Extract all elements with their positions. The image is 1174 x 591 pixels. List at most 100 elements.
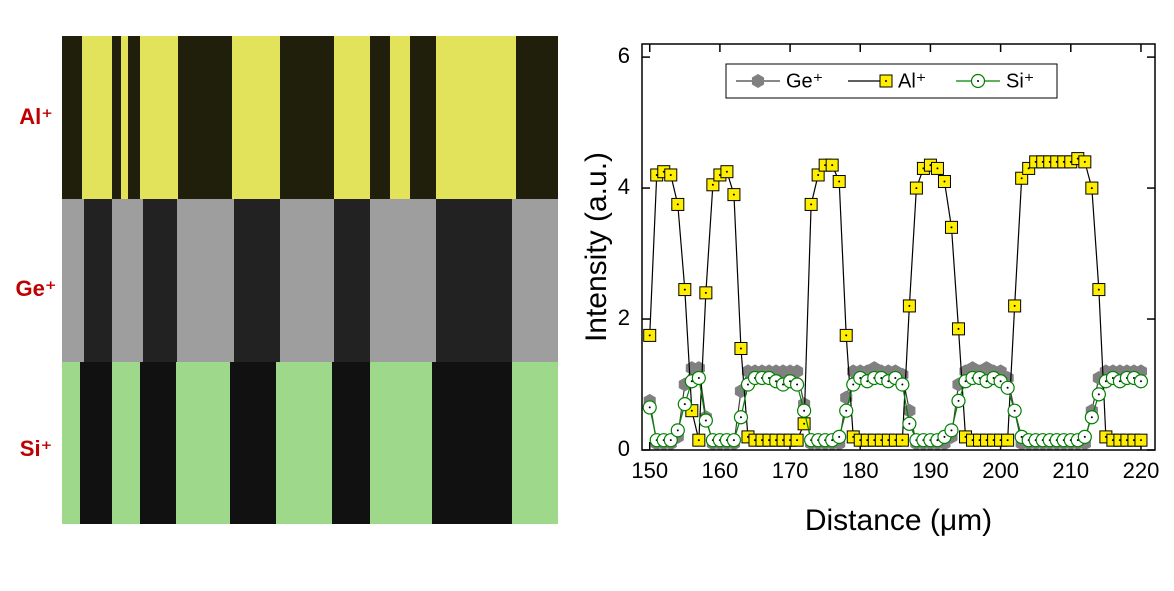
- marker-dot: [746, 435, 749, 438]
- series-line: [649, 377, 1142, 441]
- marker-dot: [1013, 304, 1016, 307]
- x-tick-label: 220: [1123, 458, 1160, 483]
- marker-dot: [739, 416, 742, 419]
- marker-dot: [1034, 160, 1037, 163]
- marker-dot: [1083, 435, 1086, 438]
- plot-frame: [641, 43, 1156, 451]
- legend-label: Si⁺: [1006, 70, 1034, 92]
- marker-dot: [1111, 439, 1114, 442]
- marker-dot: [1027, 167, 1030, 170]
- marker-dot: [887, 439, 890, 442]
- y-axis-title: Intensity (a.u.): [580, 152, 613, 342]
- marker-dot: [950, 226, 953, 229]
- marker-dot: [796, 383, 799, 386]
- marker-dot: [845, 409, 848, 412]
- marker: [751, 74, 765, 88]
- marker: [903, 403, 916, 418]
- marker-dot: [999, 380, 1002, 383]
- marker-dot: [746, 383, 749, 386]
- marker-dot: [885, 80, 887, 82]
- marker-dot: [1090, 187, 1093, 190]
- series: [643, 152, 1148, 447]
- marker-dot: [1118, 439, 1121, 442]
- marker-dot: [1097, 288, 1100, 291]
- marker-dot: [901, 383, 904, 386]
- marker-dot: [718, 173, 721, 176]
- marker-dot: [1062, 160, 1065, 163]
- x-tick-label: 170: [772, 458, 809, 483]
- marker-dot: [880, 439, 883, 442]
- marker-dot: [838, 435, 841, 438]
- x-tick-label: 150: [631, 458, 668, 483]
- marker-dot: [697, 439, 700, 442]
- marker-dot: [929, 164, 932, 167]
- marker-dot: [775, 439, 778, 442]
- marker-dot: [1020, 177, 1023, 180]
- legend-label: Ge⁺: [786, 70, 823, 92]
- marker-dot: [789, 439, 792, 442]
- marker-dot: [831, 164, 834, 167]
- marker-dot: [824, 164, 827, 167]
- ge-stripes: [84, 199, 512, 362]
- marker-dot: [704, 291, 707, 294]
- marker-dot: [768, 439, 771, 442]
- marker-dot: [971, 439, 974, 442]
- marker-dot: [1069, 160, 1072, 163]
- y-tick-label: 6: [618, 43, 630, 68]
- marker: [791, 364, 804, 379]
- y-tick-label: 2: [618, 305, 630, 330]
- y-tick-label: 0: [618, 436, 630, 461]
- marker-dot: [782, 439, 785, 442]
- marker-dot: [1076, 157, 1079, 160]
- marker-dot: [901, 439, 904, 442]
- marker-dot: [859, 439, 862, 442]
- marker-dot: [1048, 160, 1051, 163]
- marker-dot: [1139, 380, 1142, 383]
- marker-dot: [732, 193, 735, 196]
- marker-dot: [1041, 160, 1044, 163]
- marker-dot: [648, 334, 651, 337]
- legend-label: Al⁺: [898, 70, 926, 92]
- marker-dot: [838, 180, 841, 183]
- x-tick-label: 180: [842, 458, 879, 483]
- marker-dot: [957, 399, 960, 402]
- x-tick-label: 190: [912, 458, 949, 483]
- marker-dot: [908, 304, 911, 307]
- marker-dot: [796, 439, 799, 442]
- marker-dot: [1104, 435, 1107, 438]
- marker-dot: [992, 439, 995, 442]
- marker-dot: [690, 409, 693, 412]
- x-tick-label: 210: [1052, 458, 1089, 483]
- marker-dot: [977, 80, 979, 82]
- x-tick-label: 160: [702, 458, 739, 483]
- marker-dot: [753, 439, 756, 442]
- map-label: Si⁺: [20, 436, 52, 461]
- marker-dot: [894, 376, 897, 379]
- marker-dot: [1055, 160, 1058, 163]
- marker-dot: [957, 327, 960, 330]
- map-label: Al⁺: [19, 104, 53, 129]
- marker-dot: [683, 403, 686, 406]
- marker-dot: [810, 203, 813, 206]
- marker-dot: [943, 180, 946, 183]
- marker-dot: [964, 435, 967, 438]
- marker-dot: [676, 429, 679, 432]
- marker-dot: [662, 170, 665, 173]
- marker-dot: [1097, 393, 1100, 396]
- map-panel: Al⁺ Ge⁺ Si⁺: [16, 36, 558, 524]
- series: [642, 370, 1149, 448]
- marker-dot: [873, 439, 876, 442]
- marker-dot: [845, 334, 848, 337]
- marker-dot: [711, 183, 714, 186]
- marker-dot: [999, 439, 1002, 442]
- marker-dot: [648, 406, 651, 409]
- x-tick-label: 200: [982, 458, 1019, 483]
- marker-dot: [655, 173, 658, 176]
- marker-dot: [922, 167, 925, 170]
- marker-dot: [697, 376, 700, 379]
- series-line: [649, 157, 1141, 441]
- marker-dot: [1083, 160, 1086, 163]
- marker-dot: [852, 383, 855, 386]
- x-axis-title: Distance (μm): [805, 504, 992, 537]
